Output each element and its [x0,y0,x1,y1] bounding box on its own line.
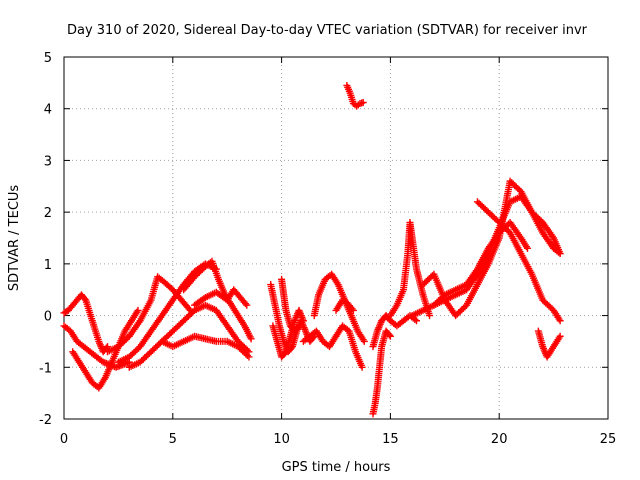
series-track-1 [60,291,112,356]
series-track-18 [369,312,421,351]
y-axis-ticks: -2 -1 0 1 2 3 4 5 [39,51,608,428]
series-track-24 [534,327,564,361]
plus-marker [134,306,142,314]
x-axis-ticks: 0 5 10 15 20 25 [60,57,616,447]
y-tick-label: 5 [44,51,52,66]
y-tick-label: 2 [44,206,52,221]
series-track-21 [419,177,564,320]
y-tick-label: 3 [44,154,52,169]
plus-marker [360,337,368,345]
y-tick-label: 0 [44,310,52,325]
series-track-23 [430,218,531,309]
plus-marker [411,315,419,323]
x-axis-label: GPS time / hours [282,460,391,475]
plus-marker [349,306,357,314]
plus-marker [281,349,289,357]
plus-marker [386,332,394,340]
y-tick-label: -1 [39,361,52,376]
plus-marker [556,317,564,325]
plus-marker [243,301,251,309]
plus-marker [295,322,303,330]
y-tick-label: 1 [44,258,52,273]
plus-marker [294,323,302,331]
series-track-4 [114,260,220,366]
plus-marker [358,363,366,371]
grid [64,57,608,419]
series-track-19 [386,218,434,320]
series-track-10 [267,281,318,356]
series-track-22 [473,198,564,325]
plus-marker [299,317,307,325]
plus-marker [185,305,193,313]
series-track-8 [180,257,255,343]
plus-marker [523,244,531,252]
plus-marker [359,99,367,107]
plus-marker [245,353,253,361]
series-track-15 [332,296,357,314]
series-track-5 [104,273,194,356]
x-tick-label: 25 [600,432,617,447]
plus-marker [348,305,356,313]
x-tick-label: 20 [491,432,508,447]
y-axis-label: SDTVAR / TECUs [7,185,22,292]
plus-marker [243,351,251,359]
series-track-14 [299,322,366,371]
data-marks [60,81,564,418]
plus-marker [426,312,434,320]
plus-marker [385,331,393,339]
plot-frame [63,56,609,420]
x-tick-label: 0 [60,432,68,447]
chart-title: Day 310 of 2020, Sidereal Day-to-day VTE… [67,23,588,38]
plus-marker [241,300,249,308]
plus-marker [556,250,564,258]
series-track-17 [369,327,394,418]
y-tick-label: 4 [44,103,52,118]
plus-marker [413,317,421,325]
x-tick-label: 5 [169,432,177,447]
y-tick-label: -2 [39,413,52,428]
series-track-7 [158,332,253,361]
x-tick-label: 15 [382,432,399,447]
series-track-11 [269,306,307,361]
series-track-16 [343,81,367,110]
series-track-12 [278,275,303,335]
x-tick-label: 10 [273,432,290,447]
plus-marker [247,335,255,343]
plus-marker [556,332,564,340]
series-track-9 [191,286,251,309]
